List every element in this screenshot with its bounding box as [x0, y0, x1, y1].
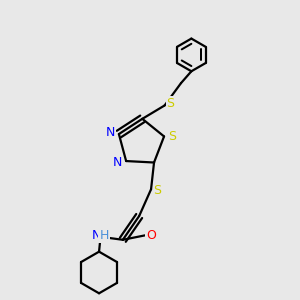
Text: N: N: [106, 126, 115, 139]
Text: S: S: [154, 184, 162, 197]
Text: O: O: [146, 229, 156, 242]
Text: S: S: [167, 97, 175, 110]
Text: N: N: [113, 156, 122, 169]
Text: H: H: [99, 229, 109, 242]
Text: N: N: [92, 229, 101, 242]
Text: S: S: [168, 130, 176, 143]
